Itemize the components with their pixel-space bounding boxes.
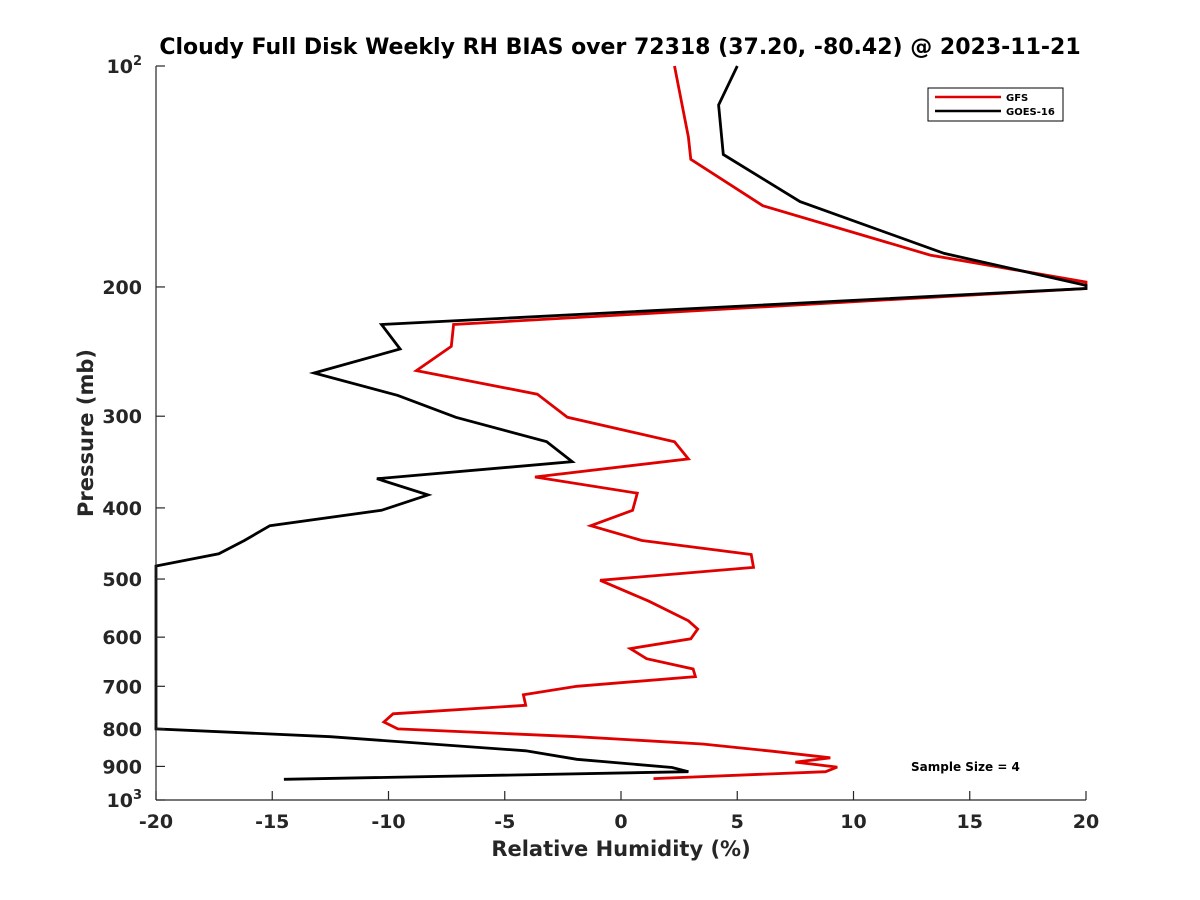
legend: GFS GOES-16 — [927, 87, 1064, 122]
y-ticks: 102 200 300 400 500 600 700 800 900 103 — [102, 54, 165, 812]
legend-label-gfs: GFS — [1006, 93, 1028, 104]
legend-box — [927, 87, 1064, 122]
axes — [155, 66, 1086, 801]
x-tick-label: 15 — [957, 811, 983, 833]
x-tick-label: -5 — [494, 811, 515, 833]
y-tick-label: 500 — [102, 569, 142, 591]
series-line-goes16 — [154, 65, 1088, 781]
y-tick-label: 300 — [102, 406, 142, 428]
x-tick-label: 20 — [1073, 811, 1099, 833]
x-tick-label: 0 — [614, 811, 627, 833]
x-ticks: -20 -15 -10 -5 0 5 10 15 20 — [139, 791, 1099, 833]
x-tick-label: -10 — [371, 811, 405, 833]
chart-title: Cloudy Full Disk Weekly RH BIAS over 723… — [159, 35, 1080, 60]
x-tick-label: 10 — [840, 811, 866, 833]
sample-size-annotation: Sample Size = 4 — [911, 760, 1020, 774]
x-tick-label: -20 — [139, 811, 173, 833]
y-tick-label: 400 — [102, 498, 142, 520]
y-tick-label: 900 — [102, 756, 142, 778]
y-tick-label: 800 — [102, 719, 142, 741]
plot-area — [154, 65, 1088, 781]
y-tick-label: 700 — [102, 676, 142, 698]
series-line-gfs — [381, 65, 1088, 780]
x-tick-label: 5 — [731, 811, 744, 833]
y-tick-label: 103 — [107, 788, 143, 812]
y-tick-label: 200 — [102, 277, 142, 299]
y-tick-label: 102 — [107, 54, 143, 78]
x-tick-label: -15 — [255, 811, 289, 833]
y-tick-label: 600 — [102, 627, 142, 649]
legend-label-goes16: GOES-16 — [1006, 107, 1055, 118]
x-axis-label: Relative Humidity (%) — [491, 837, 750, 861]
y-axis-label: Pressure (mb) — [74, 349, 98, 517]
